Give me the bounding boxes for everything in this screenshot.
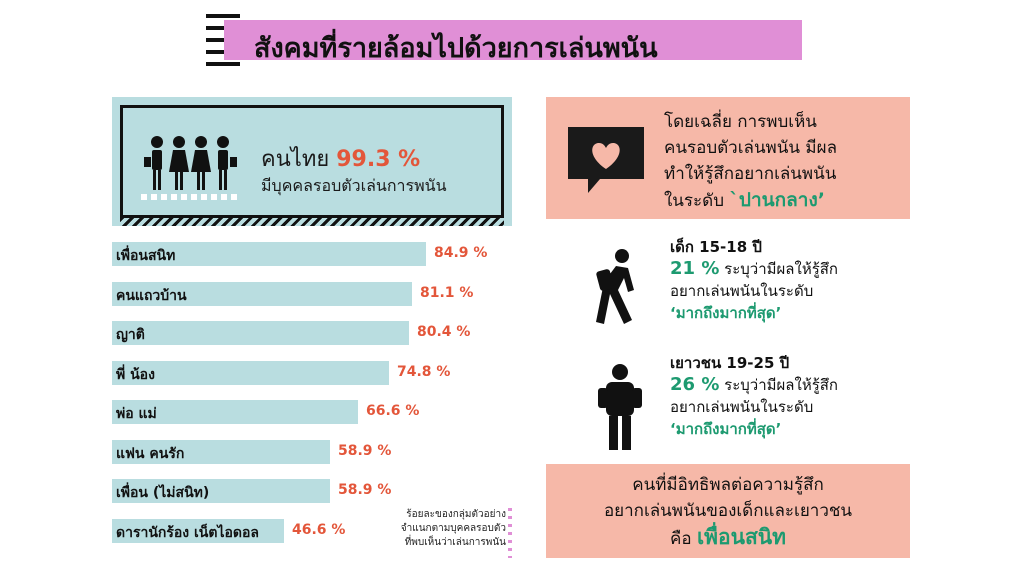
group-kids-stat: 21 % ระบุว่ามีผลให้รู้สึก (670, 258, 838, 280)
bar (112, 479, 330, 503)
bar-row: เพื่อน (ไม่สนิท) 58.9 % (112, 479, 532, 503)
influencer-highlight: เพื่อนสนิท (696, 525, 786, 549)
summary-frame: คนไทย 99.3 % มีบุคคลรอบตัวเล่นการพนัน (120, 105, 504, 218)
bar-value-label: 46.6 % (292, 521, 346, 538)
title-lines-icon (202, 12, 242, 66)
bar-value-label: 66.6 % (366, 403, 420, 419)
summary-percent: 99.3 % (336, 147, 421, 172)
average-panel: โดยเฉลี่ย การพบเห็น คนรอบตัวเล่นพนัน มีผ… (546, 97, 910, 219)
average-line: โดยเฉลี่ย การพบเห็น (664, 112, 817, 132)
bar-value-label: 58.9 % (338, 482, 392, 498)
footnote-dots (508, 508, 512, 558)
bar (112, 242, 426, 266)
people-stripe (141, 194, 241, 200)
bar-category-label: ญาติ (116, 327, 145, 343)
bar-row: แฟน คนรัก 58.9 % (112, 439, 532, 464)
summary-headline: คนไทย 99.3 % (261, 141, 420, 176)
bar-row: ญาติ 80.4 % (112, 321, 532, 345)
average-level-prefix: ในระดับ (664, 191, 725, 211)
group-kids-level: ‘มากถึงมากที่สุด’ (670, 304, 782, 322)
bar-row: เพื่อนสนิท 84.9 % (112, 242, 532, 266)
bar-category-label: พ่อ แม่ (116, 406, 157, 422)
bar-category-label: พี่ น้อง (116, 366, 155, 383)
bar (112, 360, 389, 385)
average-level-line: ในระดับ `ปานกลาง’ (664, 187, 837, 214)
group-youth-text: เยาวชน 19-25 ปี 26 % ระบุว่ามีผลให้รู้สึ… (670, 352, 838, 440)
summary-hatch (120, 218, 504, 226)
bar-row: พ่อ แม่ 66.6 % (112, 400, 532, 424)
footnote-line: ร้อยละของกลุ่มตัวอย่าง (406, 509, 506, 520)
influencer-panel: คนที่มีอิทธิพลต่อความรู้สึก อยากเล่นพนัน… (546, 464, 910, 558)
student-backpack-icon (598, 364, 642, 450)
walking-hiker-icon (596, 249, 634, 324)
influencer-line: คนที่มีอิทธิพลต่อความรู้สึก (632, 475, 824, 495)
group-kids-line1: ระบุว่ามีผลให้รู้สึก (724, 260, 838, 278)
group-youth-level: ‘มากถึงมากที่สุด’ (670, 420, 782, 438)
group-kids-heading: เด็ก 15-18 ปี (670, 238, 762, 256)
influencer-text: คนที่มีอิทธิพลต่อความรู้สึก อยากเล่นพนัน… (546, 472, 910, 552)
bar (112, 281, 412, 306)
group-kids-percent: 21 % (670, 258, 720, 279)
group-youth: เยาวชน 19-25 ปี 26 % ระบุว่ามีผลให้รู้สึ… (592, 352, 922, 452)
bar-category-label: เพื่อนสนิท (116, 248, 176, 264)
footnote-line: ที่พบเห็นว่าเล่นการพนัน (404, 537, 506, 548)
title-band (224, 20, 802, 60)
page-title: สังคมที่รายล้อมไปด้วยการเล่นพนัน (254, 33, 658, 64)
bar-category-label: เพื่อน (ไม่สนิท) (116, 485, 210, 501)
group-youth-line1: ระบุว่ามีผลให้รู้สึก (724, 376, 838, 394)
bar-value-label: 58.9 % (338, 442, 392, 459)
group-kids-line2: อยากเล่นพนันในระดับ (670, 282, 814, 300)
bar-category-label: คนแถวบ้าน (116, 287, 187, 304)
average-line: ทำให้รู้สึกอยากเล่นพนัน (664, 164, 837, 184)
people-icon (144, 136, 237, 190)
heart-message-icon (568, 127, 644, 193)
group-youth-stat: 26 % ระบุว่ามีผลให้รู้สึก (670, 374, 838, 396)
summary-subline: มีบุคคลรอบตัวเล่นการพนัน (261, 176, 447, 195)
influencer-prefix: คือ (669, 529, 692, 549)
summary-prefix: คนไทย (261, 147, 330, 172)
bar-row: คนแถวบ้าน 81.1 % (112, 281, 532, 306)
bar-chart: เพื่อนสนิท 84.9 % คนแถวบ้าน 81.1 % ญาติ 80.4 … (112, 242, 532, 552)
bar-row: ดารานักร้อง เน็ตไอดอล 46.6 % (112, 518, 532, 543)
chart-footnote: ร้อยละของกลุ่มตัวอย่าง จำแนกตามบุคคลรอบต… (356, 508, 506, 550)
bar-row: พี่ น้อง 74.8 % (112, 360, 532, 385)
title-banner: สังคมที่รายล้อมไปด้วยการเล่นพนัน (202, 12, 802, 66)
group-kids-text: เด็ก 15-18 ปี 21 % ระบุว่ามีผลให้รู้สึก … (670, 236, 838, 324)
group-youth-line2: อยากเล่นพนันในระดับ (670, 398, 814, 416)
bar-category-label: แฟน คนรัก (116, 445, 185, 462)
bar-value-label: 84.9 % (434, 245, 488, 261)
group-youth-heading: เยาวชน 19-25 ปี (670, 354, 790, 372)
bar-category-label: ดารานักร้อง เน็ตไอดอล (116, 524, 259, 541)
group-youth-percent: 26 % (670, 374, 720, 395)
average-line: คนรอบตัวเล่นพนัน มีผล (664, 138, 837, 158)
footnote-line: จำแนกตามบุคคลรอบตัว (400, 523, 506, 534)
bar (112, 518, 284, 543)
average-text: โดยเฉลี่ย การพบเห็น คนรอบตัวเล่นพนัน มีผ… (664, 109, 837, 214)
influencer-answer: คือ เพื่อนสนิท (546, 524, 910, 552)
bar-value-label: 74.8 % (397, 363, 451, 380)
bar (112, 321, 409, 345)
influencer-line: อยากเล่นพนันของเด็กและเยาวชน (603, 501, 853, 521)
bar (112, 439, 330, 464)
average-level: `ปานกลาง’ (729, 189, 825, 211)
summary-box: คนไทย 99.3 % มีบุคคลรอบตัวเล่นการพนัน (112, 97, 512, 226)
group-kids: เด็ก 15-18 ปี 21 % ระบุว่ามีผลให้รู้สึก … (592, 236, 922, 336)
bar (112, 400, 358, 424)
bar-value-label: 80.4 % (417, 324, 471, 340)
bar-value-label: 81.1 % (420, 284, 474, 301)
